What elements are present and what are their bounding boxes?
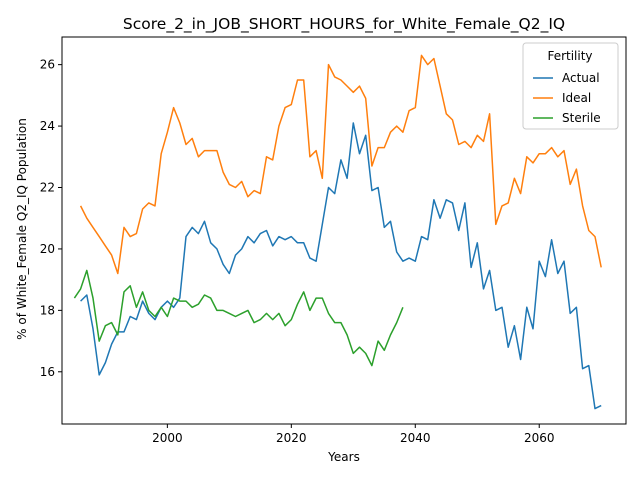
y-axis: 16 18 20 22 24 26 <box>40 58 62 379</box>
legend-box <box>522 42 619 130</box>
series-line-sterile <box>73 269 404 367</box>
legend-label-sterile: Sterile <box>562 111 601 125</box>
y-tick-label: 24 <box>40 119 55 133</box>
legend-label-actual: Actual <box>562 71 600 85</box>
x-tick-label: 2000 <box>152 431 183 445</box>
x-axis-label: Years <box>327 450 360 464</box>
x-tick-label: 2020 <box>276 431 307 445</box>
x-tick-label: 2040 <box>400 431 431 445</box>
plot-frame <box>61 36 627 425</box>
y-tick-label: 18 <box>40 303 55 317</box>
legend-title: Fertility <box>547 49 592 63</box>
series-group <box>73 54 602 410</box>
y-tick-label: 20 <box>40 242 55 256</box>
series-line-actual <box>80 122 602 410</box>
x-axis: 2000 2020 2040 2060 <box>152 424 555 445</box>
y-tick-label: 26 <box>40 58 55 72</box>
legend-label-ideal: Ideal <box>562 91 591 105</box>
chart-title: Score_2_in_JOB_SHORT_HOURS_for_White_Fem… <box>123 15 565 34</box>
series-line-ideal <box>79 54 602 275</box>
x-tick-label: 2060 <box>524 431 555 445</box>
y-axis-label: % of White_Female Q2_IQ Population <box>15 118 29 340</box>
legend: Fertility Actual Ideal Sterile <box>522 42 619 130</box>
y-tick-label: 16 <box>40 365 55 379</box>
y-tick-label: 22 <box>40 181 55 195</box>
